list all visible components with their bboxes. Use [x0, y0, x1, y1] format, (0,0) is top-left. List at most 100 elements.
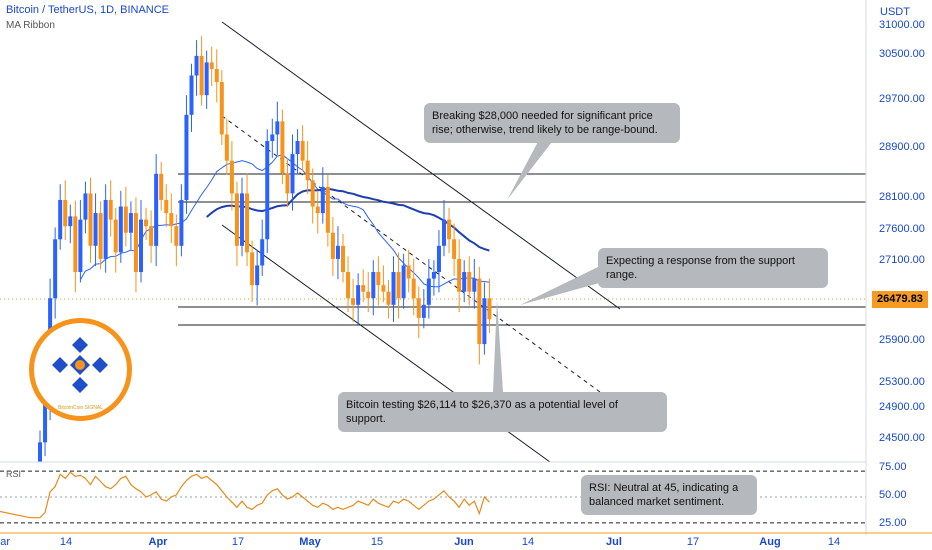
candle-body	[300, 141, 305, 161]
time-tick-label: Mar	[0, 536, 10, 548]
candle-body	[310, 180, 315, 207]
price-tick-label: 27100.00	[879, 254, 925, 266]
candle-body	[295, 141, 300, 155]
candle-body	[320, 186, 325, 214]
support-response-callout: Expecting a response from the support ra…	[598, 248, 828, 288]
candle-body	[335, 245, 340, 259]
candle-body	[421, 304, 426, 318]
candle-body	[275, 121, 280, 135]
candle-body	[98, 213, 103, 259]
price-tick-label: 29700.00	[879, 93, 925, 105]
candle-body	[108, 199, 113, 220]
candle-body	[270, 134, 275, 142]
chart-header: Bitcoin / TetherUS, 1D, BINANCE MA Ribbo…	[6, 4, 169, 31]
rsi-callout: RSI: Neutral at 45, indicating a balance…	[581, 475, 757, 515]
candle-body	[68, 216, 73, 227]
candle-body	[452, 239, 457, 259]
candle-body	[482, 298, 487, 345]
candle-body	[169, 213, 174, 227]
candle-body	[229, 160, 234, 194]
candle-body	[189, 75, 194, 115]
candle-body	[179, 199, 184, 246]
support-test-pointer	[493, 300, 503, 392]
candle-body	[144, 219, 149, 227]
time-tick-label: 15	[371, 536, 383, 548]
candle-body	[411, 278, 416, 299]
candle-body	[396, 272, 401, 299]
rsi-tick-label: 75.00	[879, 461, 907, 473]
candle-body	[391, 272, 396, 305]
candle-body	[43, 403, 48, 443]
candle-body	[128, 213, 133, 233]
time-tick-label: 14	[522, 536, 534, 548]
candle-body	[371, 272, 376, 299]
axis-unit: USDT	[880, 6, 910, 18]
candle-body	[462, 272, 467, 292]
candle-body	[204, 62, 209, 96]
candle-body	[467, 272, 472, 292]
time-tick-label: Aug	[759, 536, 780, 548]
candle-body	[113, 219, 118, 253]
candle-body	[260, 239, 265, 266]
time-tick-label: Jun	[454, 536, 474, 548]
candle-body	[361, 285, 366, 292]
candle-body	[416, 298, 421, 318]
price-tick-label: 31000.00	[879, 19, 925, 31]
candle-body	[250, 252, 255, 286]
candle-body	[401, 265, 406, 299]
indicator-label[interactable]: MA Ribbon	[6, 20, 55, 31]
logo-brand-text: BitcoinCoin SIGNAL	[57, 405, 104, 411]
ma-slow-line	[206, 187, 490, 252]
candle-body	[406, 265, 411, 279]
price-tick-label: 24500.00	[879, 432, 925, 444]
candle-body	[346, 272, 351, 299]
candle-body	[325, 186, 330, 233]
candle-body	[214, 68, 219, 83]
candle-body	[78, 219, 83, 273]
candle-body	[240, 193, 244, 246]
breakout-callout: Breaking $28,000 needed for significant …	[424, 103, 680, 143]
breakout-callout-pointer	[507, 138, 555, 200]
candle-body	[63, 199, 68, 227]
current-price-tag: 26479.83	[872, 291, 928, 308]
time-tick-label: 17	[687, 536, 699, 548]
candle-body	[245, 193, 250, 253]
rsi-line	[0, 471, 490, 519]
symbol-title[interactable]: Bitcoin / TetherUS, 1D, BINANCE	[6, 4, 170, 16]
candles	[38, 36, 492, 473]
candle-body	[164, 199, 169, 214]
candle-body	[376, 272, 381, 286]
price-tick-label: 24900.00	[879, 401, 925, 413]
candle-body	[472, 278, 477, 292]
candle-body	[477, 278, 482, 345]
candle-body	[290, 154, 295, 194]
candle-body	[103, 199, 108, 259]
candle-body	[234, 193, 239, 246]
rsi-tick-label: 50.00	[879, 489, 907, 501]
candle-body	[224, 134, 229, 161]
candle-body	[305, 160, 310, 181]
time-tick-label: Apr	[149, 536, 169, 548]
candle-body	[154, 173, 159, 246]
price-tick-label: 27600.00	[879, 223, 925, 235]
candle-body	[174, 226, 179, 246]
candle-body	[219, 82, 224, 135]
price-tick-label: 28100.00	[879, 191, 925, 203]
candle-body	[265, 141, 270, 240]
support-test-callout: Bitcoin testing $26,114 to $26,370 as a …	[338, 392, 667, 432]
price-tick-label: 25900.00	[879, 334, 925, 346]
candle-body	[58, 199, 63, 240]
candle-body	[83, 193, 88, 220]
candle-body	[447, 219, 452, 240]
candle-body	[431, 272, 436, 279]
candle-body	[255, 265, 260, 286]
candle-body	[315, 206, 320, 214]
candle-body	[184, 114, 189, 200]
ma-fast-line	[79, 154, 490, 288]
candle-body	[123, 206, 128, 233]
rsi-label: RSI	[6, 469, 21, 479]
candle-body	[386, 291, 391, 305]
time-tick-label: 17	[232, 536, 244, 548]
bitcoin-signal-logo: BitcoinCoin SIGNAL	[29, 318, 132, 421]
rsi-tick-label: 25.00	[879, 517, 907, 529]
